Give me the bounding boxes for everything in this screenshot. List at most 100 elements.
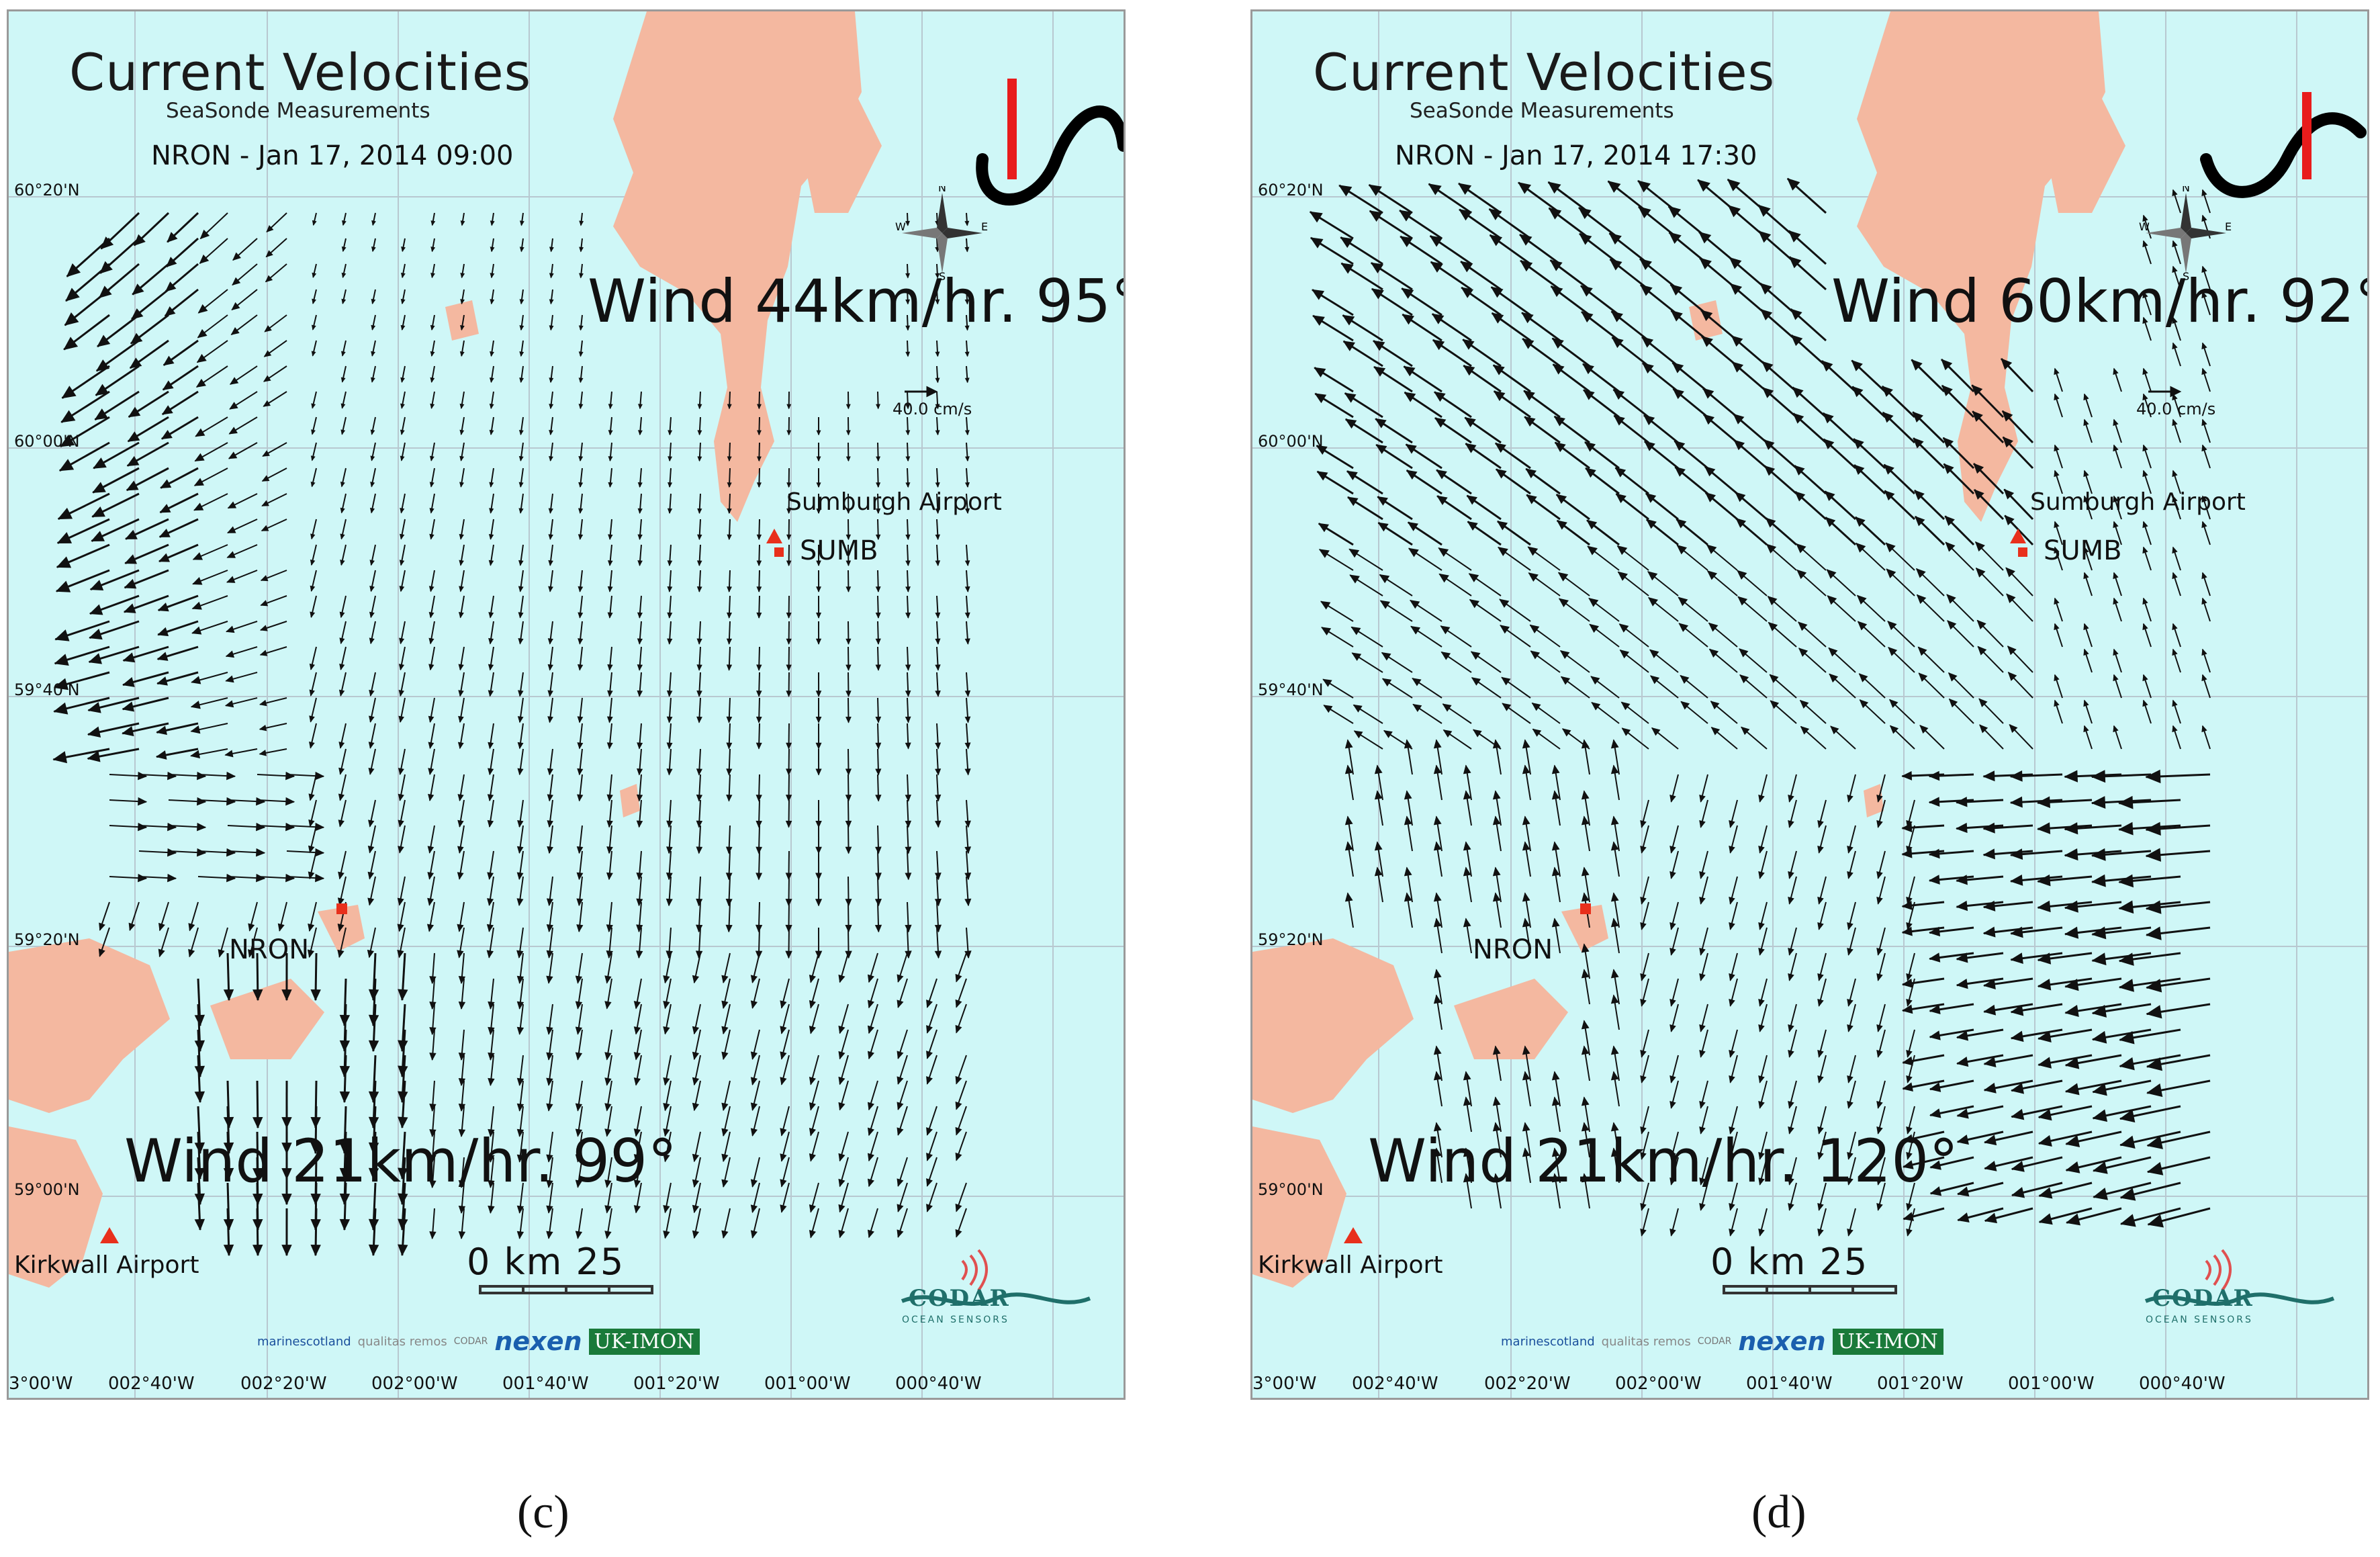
current-vector-head xyxy=(780,1179,787,1188)
current-vector-head xyxy=(935,664,941,671)
current-vector-head xyxy=(1610,815,1619,826)
current-vector-head xyxy=(1649,675,1660,684)
current-vector-head xyxy=(1492,892,1501,902)
current-vector-head xyxy=(1318,549,1330,558)
current-vector-head xyxy=(428,742,434,750)
current-vector-head xyxy=(342,220,347,226)
current-vector-head xyxy=(1817,846,1824,854)
current-vector-head xyxy=(1941,385,1953,396)
current-vector-head xyxy=(1735,518,1747,528)
current-vector-head xyxy=(1886,568,1896,578)
current-vector-head xyxy=(608,482,613,488)
current-vector-head xyxy=(1847,846,1853,854)
current-vector-head xyxy=(1554,441,1566,453)
current-vector-head xyxy=(2201,521,2207,529)
current-vector-head xyxy=(1581,739,1590,749)
current-vector-head xyxy=(428,586,434,592)
current-vector-head xyxy=(2172,725,2178,733)
current-vector-head xyxy=(1729,922,1735,930)
current-vector-head xyxy=(2118,821,2134,836)
current-vector-head xyxy=(1769,674,1779,683)
current-vector-head xyxy=(1737,596,1748,606)
ukimon-logo: UK-IMON xyxy=(1832,1328,1943,1355)
current-vector-head xyxy=(935,612,941,619)
current-vector-head xyxy=(1928,770,1940,781)
current-vector-head xyxy=(1639,258,1652,271)
current-vector-head xyxy=(1669,846,1676,854)
current-vector-head xyxy=(604,1205,612,1214)
current-vector-head xyxy=(725,873,733,881)
current-vector-head xyxy=(228,451,238,459)
current-vector-head xyxy=(1929,926,1941,937)
sumburgh-airport-marker xyxy=(766,529,782,543)
current-vector-head xyxy=(1758,1024,1765,1032)
current-vector-head xyxy=(1906,922,1913,930)
current-vector-head xyxy=(1919,725,1929,734)
current-vector-head xyxy=(2146,1083,2163,1098)
lon-label: 001°40'W xyxy=(1746,1374,1833,1394)
current-vector-head xyxy=(667,638,673,645)
current-vector-head xyxy=(1876,1126,1883,1135)
current-vector-head xyxy=(1669,283,1683,296)
current-vector-head xyxy=(1945,541,1956,552)
current-vector-head xyxy=(161,405,173,415)
current-vector-head xyxy=(2119,1109,2136,1123)
current-vector-head xyxy=(756,560,762,567)
current-vector-head xyxy=(637,690,643,697)
current-vector-head xyxy=(579,273,584,279)
current-vector-head xyxy=(727,482,732,488)
current-vector-head xyxy=(1549,259,1563,271)
current-vector-head xyxy=(1492,1173,1501,1183)
current-vector-head xyxy=(633,1052,641,1061)
current-vector-head xyxy=(721,1128,729,1137)
current-vector-head xyxy=(228,427,238,435)
current-vector-head xyxy=(1651,727,1661,736)
current-vector-head xyxy=(2142,444,2148,452)
current-vector-head xyxy=(1857,621,1868,631)
current-vector-head xyxy=(1847,1101,1853,1109)
current-vector-head xyxy=(934,924,942,933)
current-vector-head xyxy=(310,989,321,1002)
current-vector-head xyxy=(1404,866,1412,877)
current-vector-head xyxy=(490,247,495,253)
current-vector-head xyxy=(1699,1126,1706,1135)
current-vector-head xyxy=(1823,438,1835,449)
current-vector-head xyxy=(1640,922,1647,930)
current-vector-head xyxy=(964,690,971,697)
current-vector-head xyxy=(1982,848,1995,860)
current-vector-head xyxy=(1855,517,1866,527)
current-vector-head xyxy=(636,794,643,802)
current-vector-head xyxy=(637,508,643,515)
current-vector-head xyxy=(1581,943,1590,953)
current-vector-head xyxy=(815,638,822,645)
current-vector-head xyxy=(2038,1135,2052,1147)
current-vector-head xyxy=(2146,1161,2164,1175)
current-vector-head xyxy=(1614,467,1627,478)
current-vector-head xyxy=(457,846,464,854)
current-vector-head xyxy=(875,768,882,776)
current-vector-head xyxy=(606,924,613,933)
current-vector-head xyxy=(1758,871,1765,879)
current-vector-head xyxy=(756,534,762,541)
current-vector-head xyxy=(490,299,495,305)
current-vector-head xyxy=(1399,210,1412,222)
current-vector-head xyxy=(457,819,464,828)
current-vector-head xyxy=(519,247,524,253)
current-vector-head xyxy=(2113,367,2119,375)
current-vector-head xyxy=(1495,468,1507,479)
current-vector-head xyxy=(935,742,942,750)
current-vector-head xyxy=(1637,180,1651,193)
current-vector-head xyxy=(340,403,346,409)
current-vector-head xyxy=(225,650,235,658)
current-vector-head xyxy=(1433,841,1442,851)
current-vector-head xyxy=(2119,1057,2135,1071)
current-vector-head xyxy=(1876,948,1883,956)
current-vector-head xyxy=(260,600,269,607)
codar-logo-subtitle: OCEAN SENSORS xyxy=(2146,1315,2253,1325)
current-vector-head xyxy=(1433,994,1442,1004)
current-vector-head xyxy=(2064,900,2078,913)
current-vector-head xyxy=(281,989,292,1002)
current-vector-head xyxy=(516,898,524,907)
current-vector-head xyxy=(1798,648,1809,657)
current-vector-head xyxy=(89,580,104,590)
